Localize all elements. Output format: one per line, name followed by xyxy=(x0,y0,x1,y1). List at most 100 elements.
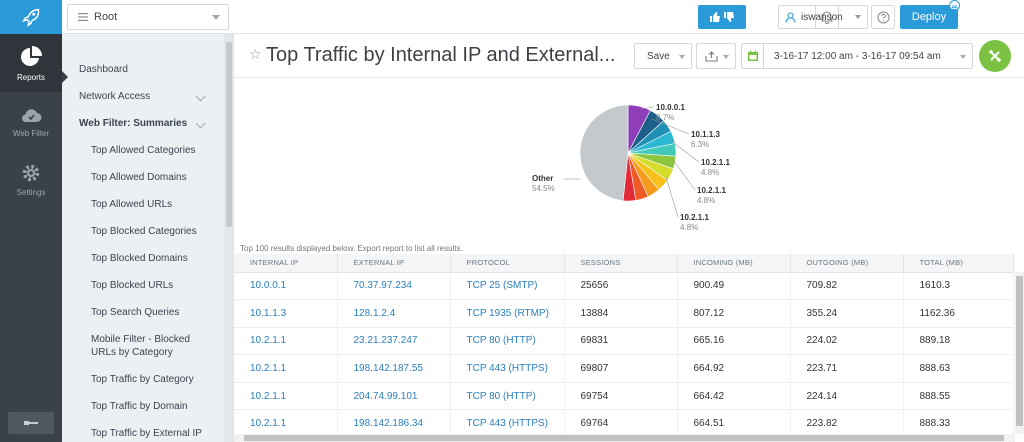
chevron-down-icon xyxy=(855,15,861,19)
column-header[interactable]: INTERNAL IP xyxy=(234,254,338,273)
outgoing-cell: 224.02 xyxy=(790,327,904,356)
protocol-link[interactable]: TCP 443 (HTTPS) xyxy=(450,354,565,383)
rail-item-reports[interactable]: Reports xyxy=(0,34,62,92)
nav-scrollbar-thumb[interactable] xyxy=(226,42,232,227)
external-ip-link[interactable]: 23.21.237.247 xyxy=(337,327,451,356)
nav-item-dashboard[interactable]: Dashboard xyxy=(62,56,224,83)
external-ip-link[interactable]: 204.74.99.101 xyxy=(337,382,451,411)
internal-ip-link[interactable]: 10.2.1.1 xyxy=(234,327,338,356)
nav-item-label: Top Search Queries xyxy=(91,307,180,318)
nav-item-top-blocked-urls[interactable]: Top Blocked URLs xyxy=(62,272,224,299)
outgoing-cell: 355.24 xyxy=(790,299,904,328)
pie-slice[interactable] xyxy=(579,104,629,202)
column-header[interactable]: EXTERNAL IP xyxy=(337,254,451,273)
nav-item-top-search-queries[interactable]: Top Search Queries xyxy=(62,299,224,326)
pie-leader-line xyxy=(673,160,696,191)
gear-icon xyxy=(22,164,40,181)
table-horizontal-scrollbar[interactable] xyxy=(234,434,1015,442)
protocol-link[interactable]: TCP 25 (SMTP) xyxy=(450,272,565,301)
table-horizontal-scrollbar-thumb[interactable] xyxy=(244,435,1004,441)
rail-label-web-filter: Web Filter xyxy=(12,128,50,138)
left-rail: Reports Web Filter Settings xyxy=(0,0,62,442)
column-header[interactable]: TOTAL (MB) xyxy=(903,254,1014,273)
date-range-selector[interactable]: 3-16-17 12:00 am - 3-16-17 09:54 am xyxy=(741,43,973,69)
column-header[interactable]: PROTOCOL xyxy=(450,254,565,273)
root-selector[interactable]: Root xyxy=(67,4,229,30)
protocol-link[interactable]: TCP 80 (HTTP) xyxy=(450,382,565,411)
root-selector-label: Root xyxy=(94,11,118,23)
table-row: 10.0.0.1 70.37.97.234 TCP 25 (SMTP) 2565… xyxy=(234,272,1014,301)
nav-item-mobile-filter-blocked-urls[interactable]: Mobile Filter - Blocked URLs by Category xyxy=(62,326,224,366)
sessions-cell: 69754 xyxy=(564,382,678,411)
help-icon xyxy=(877,11,889,23)
total-cell: 1162.36 xyxy=(903,299,1014,328)
rail-item-settings[interactable]: Settings xyxy=(0,150,62,208)
nav-item-top-allowed-domains[interactable]: Top Allowed Domains xyxy=(62,164,224,191)
protocol-link[interactable]: TCP 1935 (RTMP) xyxy=(450,299,565,328)
incoming-cell: 807.12 xyxy=(677,299,791,328)
pie-leader-line xyxy=(640,106,655,110)
nav-item-top-traffic-by-domain[interactable]: Top Traffic by Domain xyxy=(62,393,224,420)
deploy-menu-badge[interactable] xyxy=(949,0,960,11)
nav-item-top-traffic-by-category[interactable]: Top Traffic by Category xyxy=(62,366,224,393)
total-cell: 1610.3 xyxy=(903,272,1014,301)
table-row: 10.2.1.1 198.142.186.34 TCP 443 (HTTPS) … xyxy=(234,409,1014,439)
thumbs-down-icon xyxy=(724,12,734,22)
outgoing-cell: 224.14 xyxy=(790,382,904,411)
pie-label: 10.2.1.1 4.8% xyxy=(701,158,730,177)
rocket-icon xyxy=(22,8,40,27)
nav-item-label: Top Allowed Domains xyxy=(91,172,187,183)
export-button[interactable] xyxy=(696,43,736,69)
external-ip-link[interactable]: 198.142.187.55 xyxy=(337,354,451,383)
pie-leader-line xyxy=(669,139,700,163)
user-menu[interactable]: iswanson xyxy=(778,5,868,29)
help-button[interactable] xyxy=(871,5,895,29)
run-report-button[interactable] xyxy=(979,40,1011,72)
save-button[interactable]: Save xyxy=(634,43,692,69)
nav-item-web-filter-summaries[interactable]: Web Filter: Summaries xyxy=(62,110,224,137)
nav-item-top-traffic-by-external-ip[interactable]: Top Traffic by External IP xyxy=(62,420,224,442)
internal-ip-link[interactable]: 10.1.1.3 xyxy=(234,299,338,328)
app-logo[interactable] xyxy=(0,0,62,34)
feedback-button[interactable] xyxy=(698,5,746,29)
results-note: Top 100 results displayed below. Export … xyxy=(240,244,463,253)
external-ip-link[interactable]: 198.142.186.34 xyxy=(337,409,451,439)
rail-item-web-filter[interactable]: Web Filter xyxy=(0,92,62,150)
internal-ip-link[interactable]: 10.2.1.1 xyxy=(234,382,338,411)
deploy-button[interactable]: Deploy xyxy=(900,5,958,29)
star-icon[interactable]: ☆ xyxy=(249,46,262,62)
nav-item-network-access[interactable]: Network Access xyxy=(62,83,224,110)
column-header[interactable]: INCOMING (MB) xyxy=(677,254,791,273)
table-vertical-scrollbar-thumb[interactable] xyxy=(1016,276,1023,426)
column-header[interactable]: OUTGOING (MB) xyxy=(790,254,904,273)
table-vertical-scrollbar[interactable] xyxy=(1015,272,1024,434)
total-cell: 888.55 xyxy=(903,382,1014,411)
save-label: Save xyxy=(647,50,670,62)
nav-item-top-allowed-urls[interactable]: Top Allowed URLs xyxy=(62,191,224,218)
nav-item-label: Top Blocked URLs xyxy=(91,280,174,291)
nav-item-top-blocked-domains[interactable]: Top Blocked Domains xyxy=(62,245,224,272)
internal-ip-link[interactable]: 10.0.0.1 xyxy=(234,272,338,301)
nav-item-label: Top Traffic by External IP xyxy=(91,428,202,439)
protocol-link[interactable]: TCP 443 (HTTPS) xyxy=(450,409,565,439)
internal-ip-link[interactable]: 10.2.1.1 xyxy=(234,354,338,383)
external-ip-link[interactable]: 70.37.97.234 xyxy=(337,272,451,301)
collapse-rail-button[interactable] xyxy=(8,412,54,434)
nav-item-top-blocked-categories[interactable]: Top Blocked Categories xyxy=(62,218,224,245)
protocol-link[interactable]: TCP 80 (HTTP) xyxy=(450,327,565,356)
nav-scrollbar[interactable] xyxy=(224,34,233,442)
internal-ip-link[interactable]: 10.2.1.1 xyxy=(234,409,338,439)
external-ip-link[interactable]: 128.1.2.4 xyxy=(337,299,451,328)
outgoing-cell: 223.82 xyxy=(790,409,904,439)
results-table-container: INTERNAL IP EXTERNAL IP PROTOCOL SESSION… xyxy=(234,254,1024,442)
bell-icon xyxy=(821,10,833,24)
nav-item-label: Top Allowed Categories xyxy=(91,145,196,156)
nav-item-label: Top Traffic by Domain xyxy=(91,401,188,412)
nav-item-top-allowed-categories[interactable]: Top Allowed Categories xyxy=(62,137,224,164)
page-title: Top Traffic by Internal IP and External.… xyxy=(266,44,616,66)
column-header[interactable]: SESSIONS xyxy=(564,254,678,273)
list-icon xyxy=(78,13,88,21)
nav-item-label: Top Blocked Categories xyxy=(91,226,197,237)
nav-item-label: Web Filter: Summaries xyxy=(79,118,188,129)
results-table: INTERNAL IP EXTERNAL IP PROTOCOL SESSION… xyxy=(234,254,1014,439)
